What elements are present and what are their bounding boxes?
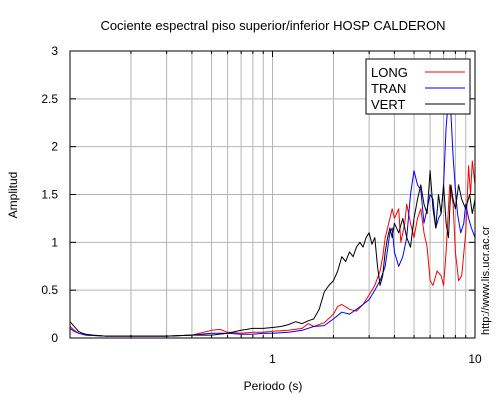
grid — [70, 51, 475, 338]
y-tick-label: 1.5 — [41, 188, 58, 202]
source-url-annotation: http://www.lis.ucr.ac.cr — [480, 226, 492, 335]
y-tick-label: 1 — [51, 235, 58, 249]
chart-title: Cociente espectral piso superior/inferio… — [100, 18, 445, 33]
y-axis-label: Amplitud — [6, 172, 20, 219]
legend-label-vert: VERT — [371, 97, 405, 112]
y-tick-label: 3 — [51, 44, 58, 58]
x-tick-label: 1 — [269, 352, 276, 366]
legend-entry-vert: VERT — [371, 97, 465, 112]
x-tick-label: 10 — [468, 352, 482, 366]
x-axis-label: Periodo (s) — [244, 379, 303, 393]
series-line-vert — [69, 170, 476, 337]
series-line-long — [69, 160, 476, 337]
legend: LONG TRAN VERT — [365, 58, 471, 115]
y-tick-label: 0.5 — [41, 283, 58, 297]
y-tick-label: 0 — [51, 331, 58, 345]
legend-entry-long: LONG — [371, 65, 465, 80]
y-tick-label: 2.5 — [41, 92, 58, 106]
y-tick-label: 2 — [51, 140, 58, 154]
legend-box — [365, 58, 471, 115]
axis-ticks: 0 0.5 1 1.5 2 2.5 3 1 10 — [41, 44, 482, 366]
legend-entry-tran: TRAN — [371, 81, 465, 96]
legend-label-long: LONG — [371, 65, 408, 80]
legend-label-tran: TRAN — [371, 81, 406, 96]
